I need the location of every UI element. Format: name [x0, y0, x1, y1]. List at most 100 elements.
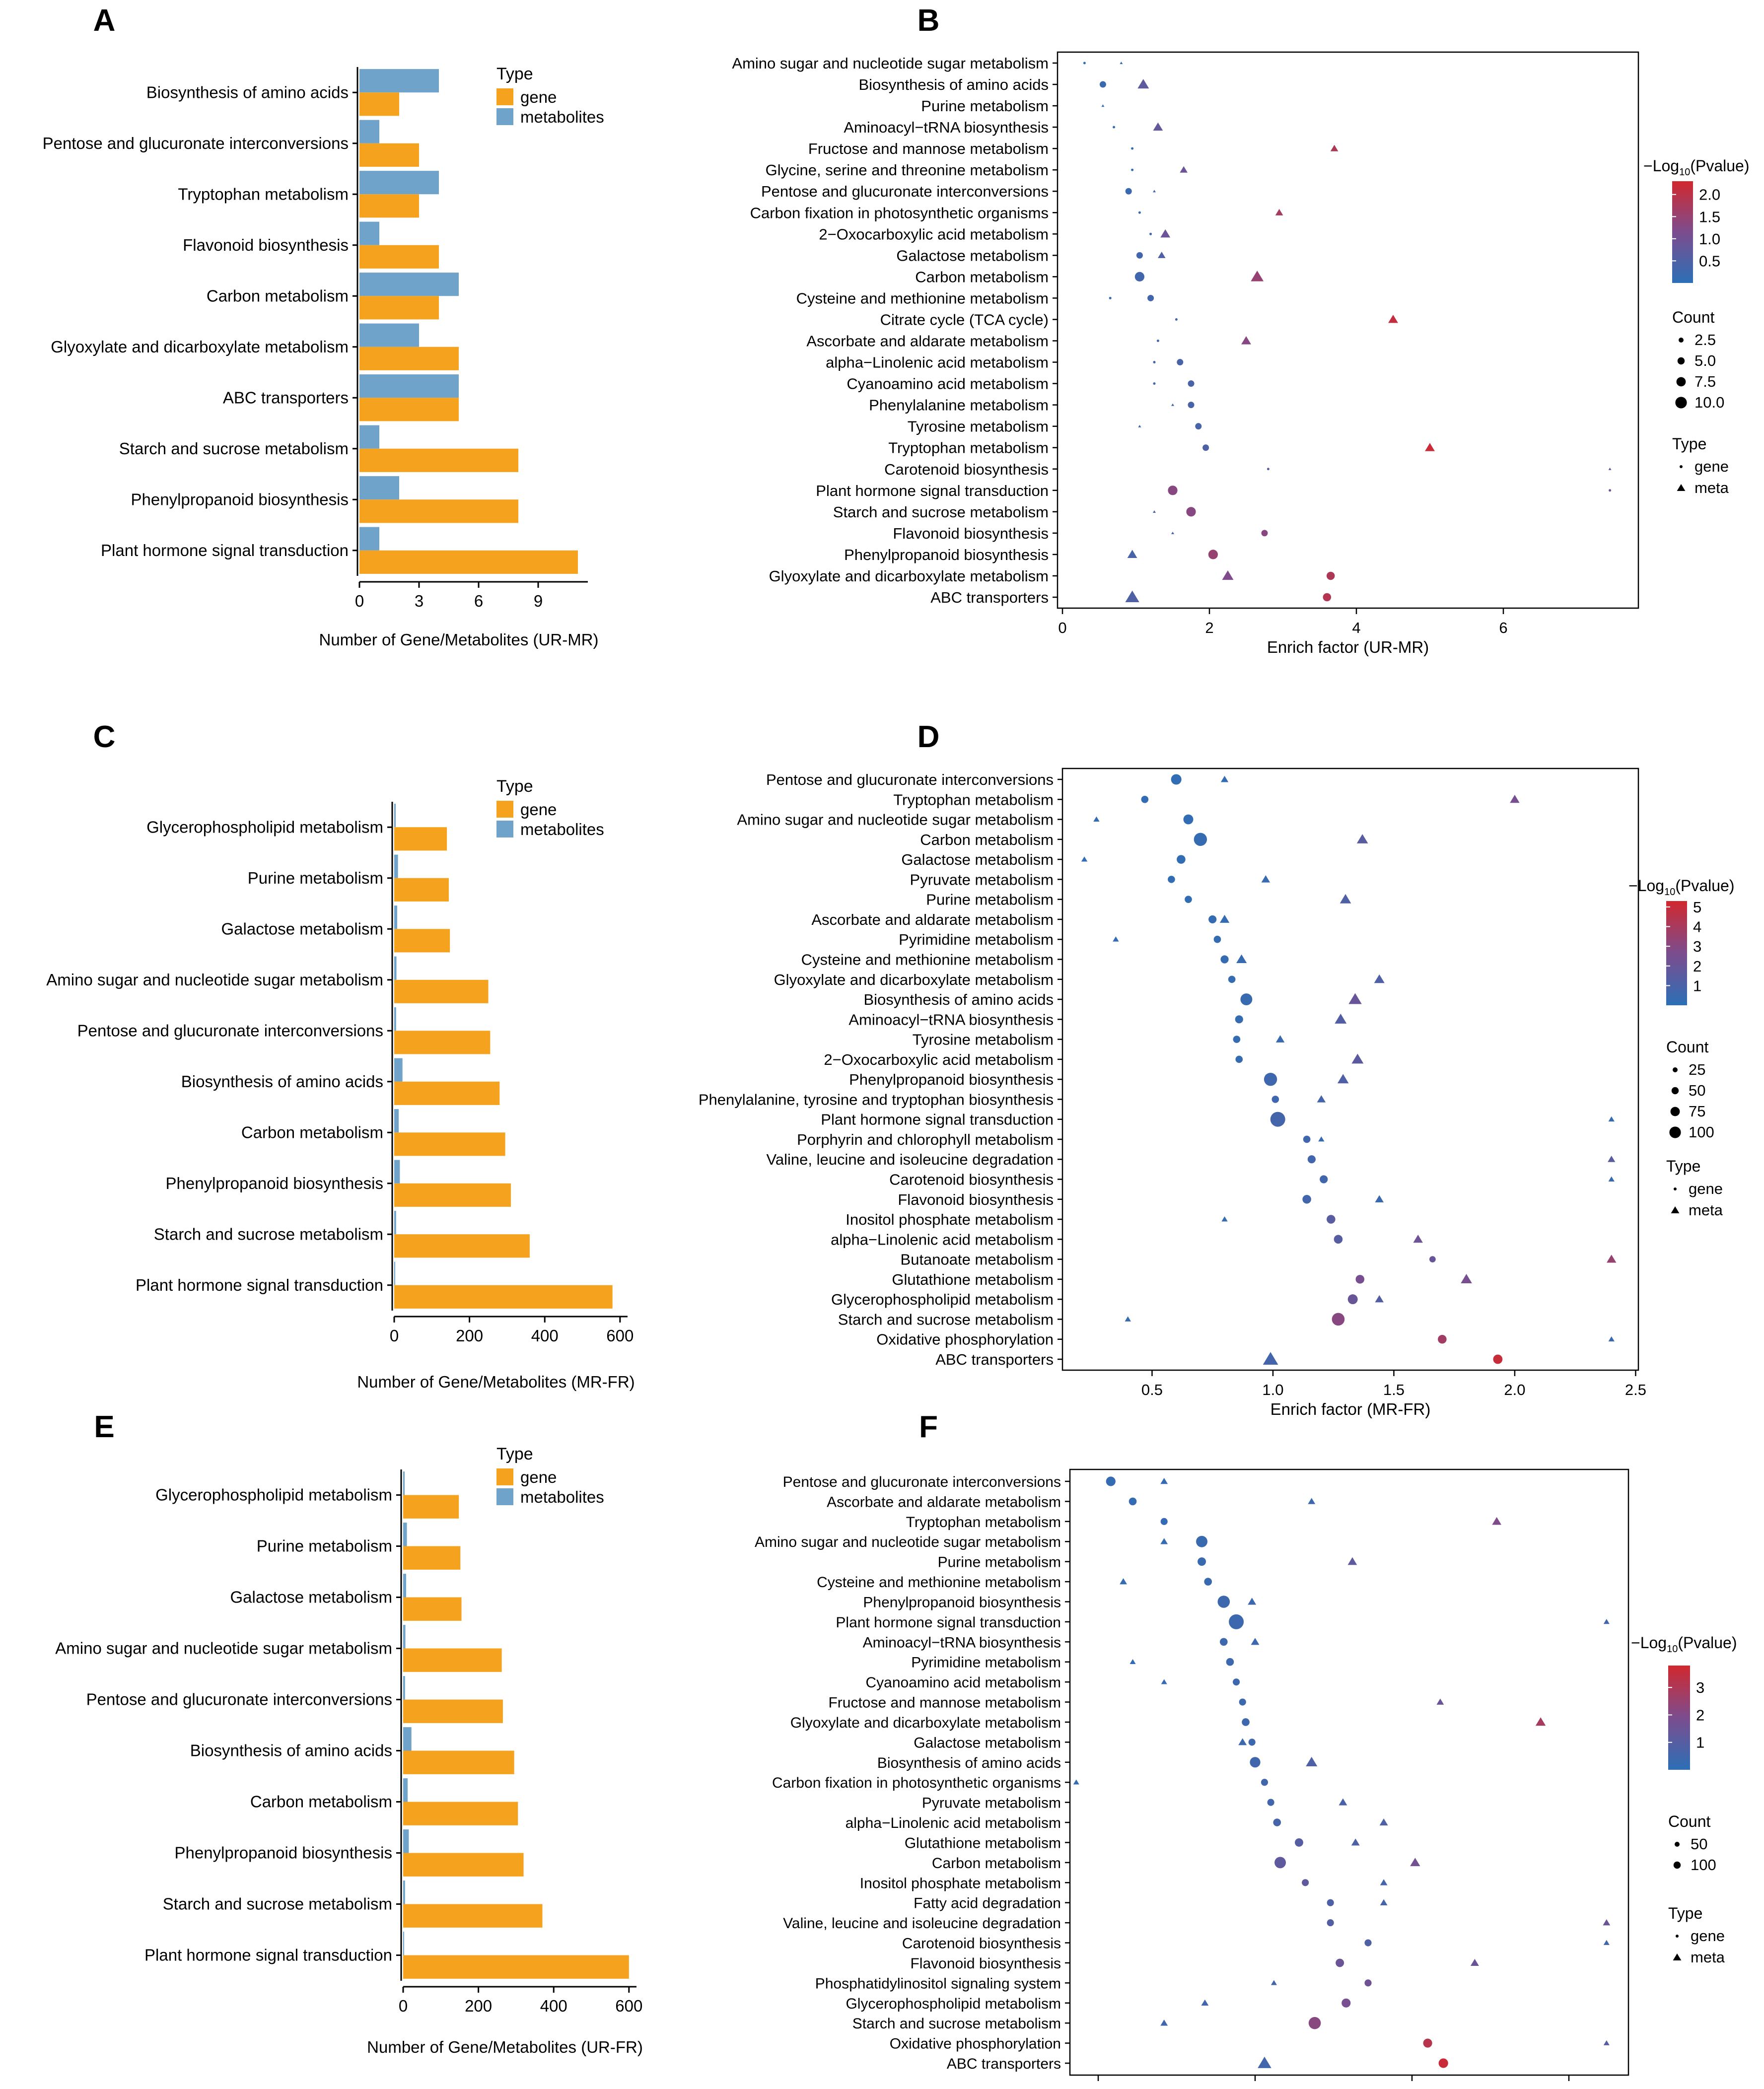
point-meta — [1608, 1336, 1615, 1342]
category-label: Flavonoid biosynthesis — [910, 1955, 1061, 1972]
point-gene — [1264, 1072, 1277, 1086]
category-label: Phenylpropanoid biosynthesis — [863, 1594, 1061, 1610]
point-meta — [1120, 1578, 1127, 1585]
point-gene — [1136, 252, 1143, 259]
x-tick-label: 400 — [531, 1326, 559, 1345]
category-label: Glutathione metabolism — [905, 1835, 1061, 1851]
point-gene — [1204, 1578, 1212, 1586]
point-gene — [1273, 1818, 1281, 1826]
bar-gene — [394, 1285, 613, 1309]
category-label: Amino sugar and nucleotide sugar metabol… — [46, 971, 383, 989]
panel-letter: B — [917, 3, 940, 38]
point-gene — [1438, 1334, 1447, 1344]
point-gene — [1226, 1658, 1234, 1666]
point-meta — [1375, 1195, 1384, 1203]
point-meta — [1160, 2019, 1168, 2026]
bar-gene — [359, 143, 419, 167]
type-legend-label-meta: meta — [1689, 1201, 1723, 1219]
category-label: Glycerophospholipid metabolism — [155, 1486, 392, 1504]
bar-metabolites — [403, 1829, 409, 1853]
point-gene — [1332, 1313, 1345, 1326]
point-meta — [1461, 1274, 1472, 1283]
type-legend-gene-dot — [1680, 465, 1683, 468]
point-meta — [1380, 1899, 1388, 1905]
color-legend-title: −Log10(Pvalue) — [1643, 157, 1749, 178]
category-label: Starch and sucrose metabolism — [154, 1225, 383, 1243]
point-gene — [1099, 81, 1106, 88]
category-label: Amino sugar and nucleotide sugar metabol… — [732, 55, 1049, 72]
category-label: Phenylpropanoid biosynthesis — [849, 1071, 1054, 1088]
point-gene — [1134, 272, 1145, 282]
colorbar-label: 4 — [1693, 918, 1701, 936]
category-label: Pyrimidine metabolism — [899, 931, 1054, 948]
legend-title: Type — [496, 777, 533, 796]
count-legend-dot — [1676, 377, 1686, 387]
point-gene — [1233, 1678, 1240, 1686]
category-label: Butanoate metabolism — [901, 1251, 1054, 1268]
point-gene — [1347, 1294, 1358, 1305]
point-meta — [1161, 1679, 1167, 1684]
point-gene — [1295, 1838, 1303, 1847]
point-gene — [1220, 955, 1229, 964]
point-gene — [1493, 1354, 1503, 1364]
category-label: Starch and sucrose metabolism — [119, 439, 349, 458]
type-legend-gene-dot — [1676, 1935, 1679, 1938]
point-gene — [1106, 1476, 1116, 1486]
plot-frame — [1061, 767, 1639, 1371]
panel-letter: D — [917, 720, 940, 754]
category-label: Pyruvate metabolism — [910, 871, 1054, 888]
point-meta — [1127, 550, 1137, 558]
point-meta — [1251, 271, 1264, 281]
count-legend-dot — [1673, 1861, 1681, 1869]
type-legend-label-meta: meta — [1691, 1949, 1725, 1966]
point-meta — [1073, 1779, 1079, 1785]
point-meta — [1351, 1053, 1364, 1064]
count-legend-label: 75 — [1689, 1103, 1705, 1120]
category-label: Carotenoid biosynthesis — [889, 1171, 1054, 1188]
bar-gene — [403, 1546, 461, 1570]
category-label: Plant hormone signal transduction — [136, 1276, 383, 1294]
category-label: Starch and sucrose metabolism — [838, 1311, 1054, 1328]
count-legend-label: 100 — [1691, 1856, 1716, 1874]
point-meta — [1138, 424, 1141, 427]
bar-metabolites — [403, 1727, 412, 1751]
point-meta — [1153, 190, 1156, 193]
point-meta — [1603, 1919, 1611, 1926]
legend-title: Type — [496, 1445, 533, 1463]
point-meta — [1347, 1557, 1357, 1565]
category-label: alpha−Linolenic acid metabolism — [826, 354, 1049, 371]
point-meta — [1379, 1818, 1388, 1826]
category-label: Aminoacyl−tRNA biosynthesis — [844, 119, 1049, 136]
category-label: Fatty acid degradation — [914, 1895, 1061, 1912]
category-label: ABC transporters — [223, 388, 349, 407]
bar-gene — [359, 398, 459, 421]
point-meta — [1113, 936, 1119, 942]
bar-gene — [359, 550, 578, 574]
category-label: 2−Oxocarboxylic acid metabolism — [824, 1051, 1054, 1068]
category-label: Flavonoid biosynthesis — [898, 1191, 1054, 1208]
point-gene — [1336, 1958, 1344, 1967]
type-legend-meta-triangle — [1677, 484, 1686, 491]
category-label: Cyanoamino acid metabolism — [865, 1674, 1061, 1691]
point-meta — [1258, 2056, 1271, 2068]
point-gene — [1250, 1757, 1261, 1768]
x-tick-label: 600 — [606, 1326, 634, 1345]
legend-swatch-metabolites — [496, 108, 513, 125]
legend-swatch-metabolites — [496, 821, 513, 837]
point-gene — [1323, 593, 1332, 602]
panel-letter: A — [93, 3, 116, 38]
point-meta — [1308, 1498, 1316, 1504]
bar-metabolites — [359, 425, 379, 449]
category-label: Carbon metabolism — [920, 831, 1054, 848]
category-label: Tryptophan metabolism — [178, 185, 349, 203]
bar-metabolites — [394, 1261, 395, 1285]
bar-panel-e: E Glycerophospholipid metabolism Purine me… — [55, 1410, 643, 2056]
category-label: Porphyrin and chlorophyll metabolism — [797, 1131, 1054, 1148]
x-tick-label: 2.5 — [1625, 1381, 1646, 1398]
category-label: Plant hormone signal transduction — [836, 1614, 1061, 1631]
category-label: Cysteine and methionine metabolism — [817, 1574, 1061, 1591]
bar-gene — [359, 92, 399, 116]
bar-metabolites — [359, 374, 459, 398]
point-gene — [1267, 1799, 1274, 1806]
